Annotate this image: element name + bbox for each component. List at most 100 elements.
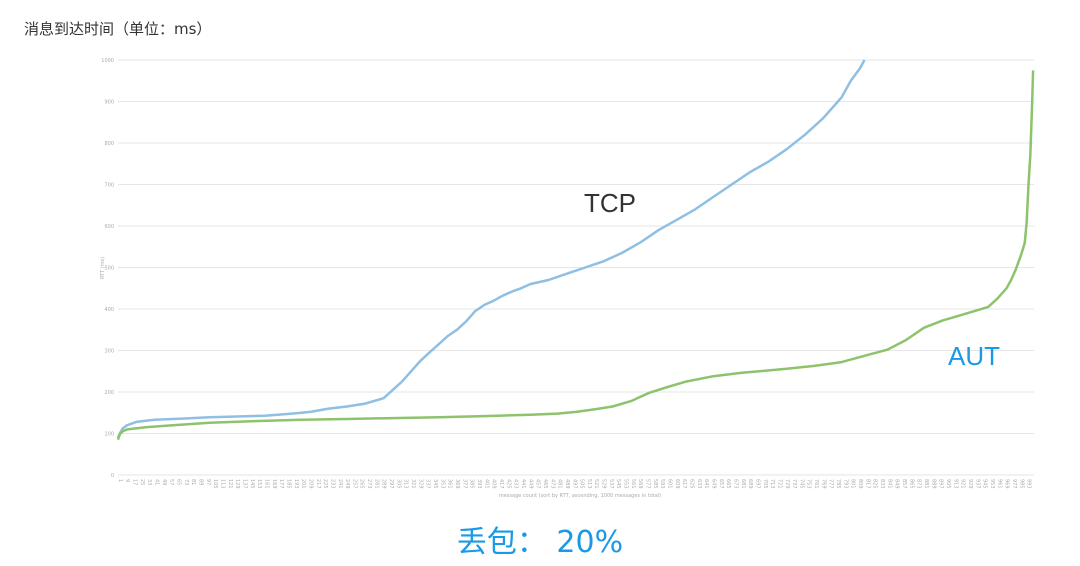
x-tick-label: 33 — [146, 479, 152, 485]
x-tick-label: 201 — [300, 479, 306, 489]
x-tick-label: 177 — [278, 479, 284, 489]
y-tick-label: 400 — [104, 307, 114, 313]
x-tick-label: 81 — [190, 479, 196, 485]
x-tick-label: 793 — [842, 479, 848, 489]
series-line-aut — [116, 70, 1035, 441]
x-tick-label: 737 — [791, 479, 797, 489]
x-tick-label: 113 — [220, 479, 226, 489]
x-tick-label: 777 — [828, 479, 834, 489]
x-tick-label: 609 — [674, 479, 680, 489]
x-tick-label: 457 — [535, 479, 541, 489]
x-tick-label: 297 — [388, 479, 394, 489]
x-tick-label: 969 — [1004, 479, 1010, 489]
x-tick-label: 41 — [154, 479, 160, 485]
x-tick-label: 369 — [454, 479, 460, 489]
x-tick-label: 265 — [359, 479, 365, 489]
x-tick-label: 73 — [183, 479, 189, 485]
x-tick-label: 425 — [505, 479, 511, 489]
x-axis-title: message count (sort by RTT, ascending, 1… — [499, 493, 661, 499]
x-tick-label: 761 — [813, 479, 819, 489]
y-tick-label: 0 — [111, 473, 114, 479]
x-tick-label: 897 — [938, 479, 944, 489]
x-tick-label: 97 — [205, 479, 211, 485]
y-tick-label: 100 — [104, 432, 114, 438]
x-tick-label: 481 — [557, 479, 563, 489]
x-tick-label: 521 — [593, 479, 599, 489]
x-tick-label: 537 — [608, 479, 614, 489]
x-tick-label: 937 — [974, 479, 980, 489]
x-tick-label: 257 — [351, 479, 357, 489]
x-tick-label: 673 — [732, 479, 738, 489]
page-title: 消息到达时间（单位：ms） — [24, 20, 212, 38]
x-tick-label: 593 — [659, 479, 665, 489]
x-tick-label: 993 — [1026, 479, 1032, 489]
x-tick-label: 185 — [285, 479, 291, 489]
x-tick-label: 89 — [198, 479, 204, 485]
x-tick-label: 873 — [916, 479, 922, 489]
x-tick-label: 817 — [864, 479, 870, 489]
x-tick-label: 545 — [615, 479, 621, 489]
x-tick-label: 9 — [124, 479, 130, 482]
x-tick-label: 849 — [894, 479, 900, 489]
x-tick-label: 225 — [322, 479, 328, 489]
x-tick-label: 641 — [703, 479, 709, 489]
x-tick-label: 705 — [762, 479, 768, 489]
x-tick-label: 633 — [696, 479, 702, 489]
x-tick-label: 561 — [630, 479, 636, 489]
x-tick-label: 913 — [952, 479, 958, 489]
x-tick-label: 833 — [879, 479, 885, 489]
x-tick-label: 321 — [410, 479, 416, 489]
y-axis-title: RTT (ms) — [100, 257, 106, 279]
x-tick-label: 353 — [439, 479, 445, 489]
x-tick-label: 217 — [315, 479, 321, 489]
x-tick-label: 209 — [307, 479, 313, 489]
x-tick-labels: 1 9 17 25 33 41 49 57 65 73 81 89 97 105 113 121 129 137 1… — [117, 479, 1032, 489]
x-tick-label: 929 — [967, 479, 973, 489]
x-tick-label: 617 — [681, 479, 687, 489]
x-tick-label: 513 — [586, 479, 592, 489]
x-tick-label: 121 — [227, 479, 233, 489]
x-tick-label: 313 — [403, 479, 409, 489]
x-tick-label: 105 — [212, 479, 218, 489]
x-tick-label: 953 — [989, 479, 995, 489]
x-tick-label: 1 — [117, 479, 123, 482]
x-tick-label: 809 — [857, 479, 863, 489]
x-tick-label: 161 — [263, 479, 269, 489]
x-tick-label: 689 — [747, 479, 753, 489]
x-tick-label: 361 — [447, 479, 453, 489]
y-tick-label: 600 — [104, 224, 114, 230]
x-tick-label: 649 — [710, 479, 716, 489]
x-tick-label: 921 — [960, 479, 966, 489]
x-tick-label: 785 — [835, 479, 841, 489]
y-tick-label: 500 — [104, 266, 114, 272]
x-tick-label: 497 — [571, 479, 577, 489]
x-tick-label: 385 — [469, 479, 475, 489]
x-tick-label: 145 — [249, 479, 255, 489]
x-tick-label: 433 — [513, 479, 519, 489]
x-tick-label: 153 — [256, 479, 262, 489]
x-tick-label: 585 — [652, 479, 658, 489]
x-tick-label: 273 — [366, 479, 372, 489]
x-tick-label: 241 — [337, 479, 343, 489]
x-tick-label: 137 — [241, 479, 247, 489]
x-tick-label: 65 — [176, 479, 182, 485]
x-tick-label: 985 — [1018, 479, 1024, 489]
x-tick-label: 753 — [806, 479, 812, 489]
x-tick-label: 377 — [461, 479, 467, 489]
x-tick-label: 169 — [271, 479, 277, 489]
x-tick-label: 305 — [395, 479, 401, 489]
x-tick-label: 825 — [872, 479, 878, 489]
x-tick-label: 417 — [498, 479, 504, 489]
x-tick-label: 625 — [689, 479, 695, 489]
x-tick-label: 945 — [982, 479, 988, 489]
series-lines — [116, 59, 1035, 441]
y-tick-label: 800 — [104, 141, 114, 147]
x-tick-label: 713 — [769, 479, 775, 489]
y-tick-labels: 0 100 200 300 400 500 600 700 800 900 1000 — [101, 58, 114, 479]
x-tick-label: 25 — [139, 479, 145, 485]
x-tick-label: 801 — [850, 479, 856, 489]
x-tick-label: 49 — [161, 479, 167, 485]
x-tick-label: 721 — [776, 479, 782, 489]
x-tick-label: 697 — [754, 479, 760, 489]
